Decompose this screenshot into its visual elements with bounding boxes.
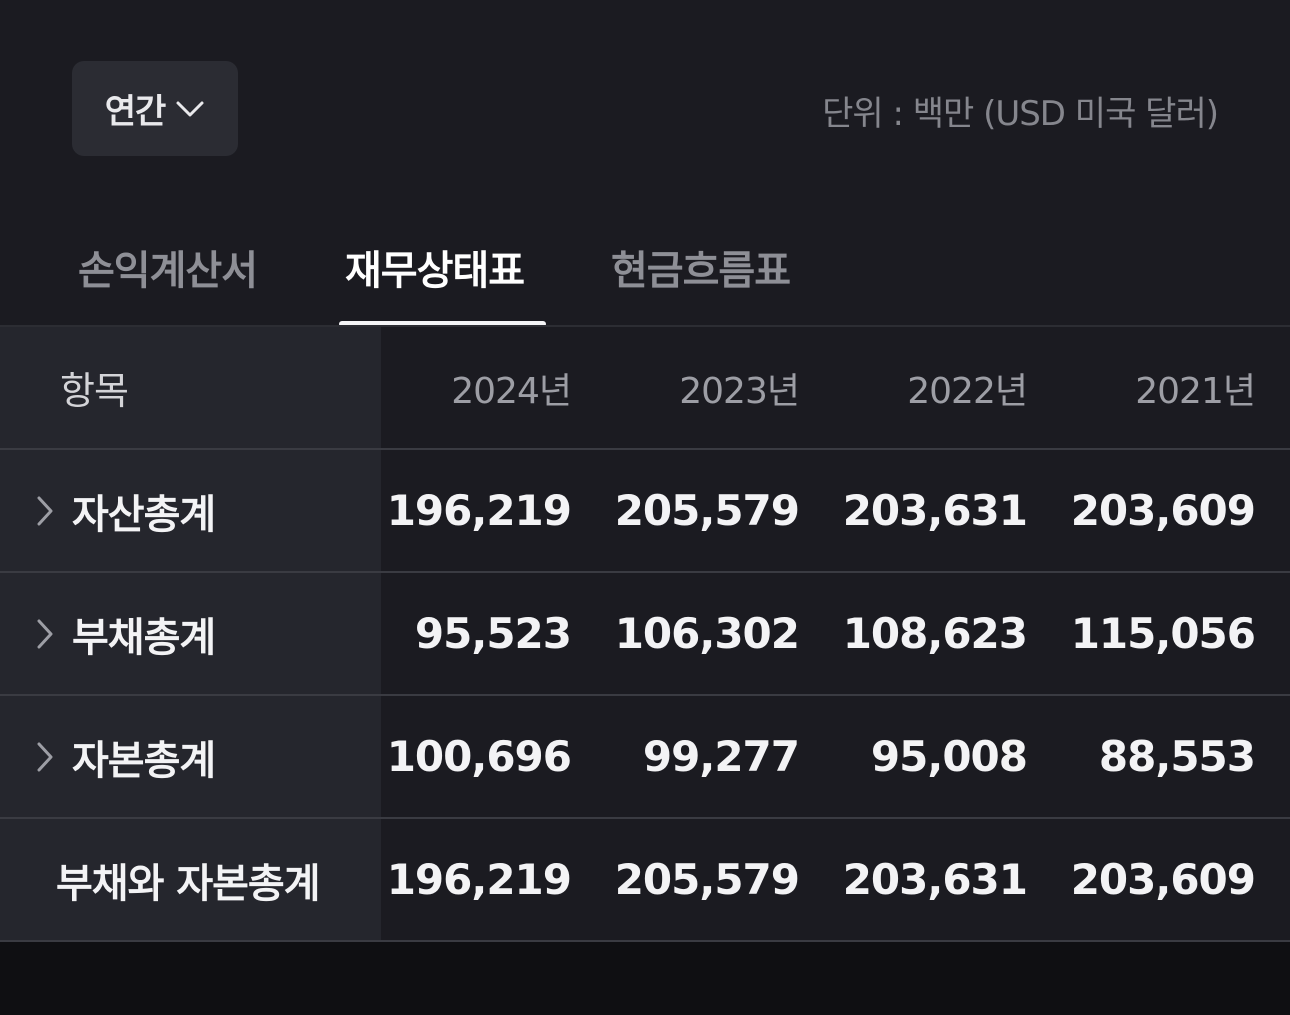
header-item-cell: 항목 xyxy=(0,327,381,448)
table-cell-value: 99,277 xyxy=(642,732,800,781)
chevron-right-icon[interactable] xyxy=(34,740,56,774)
chevron-right-icon[interactable] xyxy=(34,494,56,528)
table-cell-value: 203,631 xyxy=(842,855,1028,904)
table-cell-value: 196,219 xyxy=(386,486,572,535)
period-dropdown-label: 연간 xyxy=(104,92,167,132)
table-row-total-assets[interactable]: 자산총계 196,219 205,579 203,631 203,609 xyxy=(0,450,1290,573)
table-row-total-liabilities[interactable]: 부채총계 95,523 106,302 108,623 115,056 xyxy=(0,573,1290,696)
header-item-label: 항목 xyxy=(60,369,129,413)
balance-sheet-table: 항목 2024년 2023년 2022년 2021년 자산총계 196,219 … xyxy=(0,327,1290,942)
header-year: 2023년 xyxy=(679,370,800,412)
financial-statement-panel: 연간 단위 : 백만 (USD 미국 달러) 손익계산서 재무상태표 현금흐름표… xyxy=(0,0,1290,942)
table-cell-value: 95,008 xyxy=(870,732,1028,781)
tabs-divider xyxy=(0,325,1290,327)
tab-balance-sheet[interactable]: 재무상태표 xyxy=(345,248,525,294)
table-cell-value: 203,631 xyxy=(842,486,1028,535)
row-label: 부채총계 xyxy=(72,614,216,661)
header-year: 2022년 xyxy=(907,370,1028,412)
table-cell-value: 205,579 xyxy=(614,855,800,904)
table-cell-value: 115,056 xyxy=(1070,609,1256,658)
tab-cash-flow[interactable]: 현금흐름표 xyxy=(611,248,791,294)
table-header-row: 항목 2024년 2023년 2022년 2021년 xyxy=(0,327,1290,450)
table-cell-value: 100,696 xyxy=(386,732,572,781)
header-year: 2024년 xyxy=(451,370,572,412)
table-cell-value: 203,609 xyxy=(1070,855,1256,904)
table-cell-value: 205,579 xyxy=(614,486,800,535)
row-label-cell: 자본총계 xyxy=(0,696,381,817)
row-label-cell: 자산총계 xyxy=(0,450,381,571)
row-label-cell: 부채와 자본총계 xyxy=(0,819,381,940)
tab-income-statement[interactable]: 손익계산서 xyxy=(78,248,258,294)
table-cell-value: 203,609 xyxy=(1070,486,1256,535)
table-cell-value: 108,623 xyxy=(842,609,1028,658)
chevron-right-icon[interactable] xyxy=(34,617,56,651)
row-label: 부채와 자본총계 xyxy=(56,860,321,907)
table-cell-value: 196,219 xyxy=(386,855,572,904)
period-dropdown[interactable]: 연간 xyxy=(72,61,238,156)
active-tab-indicator xyxy=(339,321,546,327)
statement-tabs: 손익계산서 재무상태표 현금흐름표 xyxy=(0,210,1290,327)
header-year: 2021년 xyxy=(1135,370,1256,412)
table-cell-value: 106,302 xyxy=(614,609,800,658)
table-cell-value: 88,553 xyxy=(1098,732,1256,781)
table-row-total-equity[interactable]: 자본총계 100,696 99,277 95,008 88,553 xyxy=(0,696,1290,819)
row-label: 자산총계 xyxy=(72,491,216,538)
chevron-down-icon xyxy=(175,94,205,124)
row-label: 자본총계 xyxy=(72,737,216,784)
unit-label: 단위 : 백만 (USD 미국 달러) xyxy=(822,94,1219,134)
table-row-liabilities-and-equity: 부채와 자본총계 196,219 205,579 203,631 203,609 xyxy=(0,819,1290,942)
row-label-cell: 부채총계 xyxy=(0,573,381,694)
table-cell-value: 95,523 xyxy=(414,609,572,658)
